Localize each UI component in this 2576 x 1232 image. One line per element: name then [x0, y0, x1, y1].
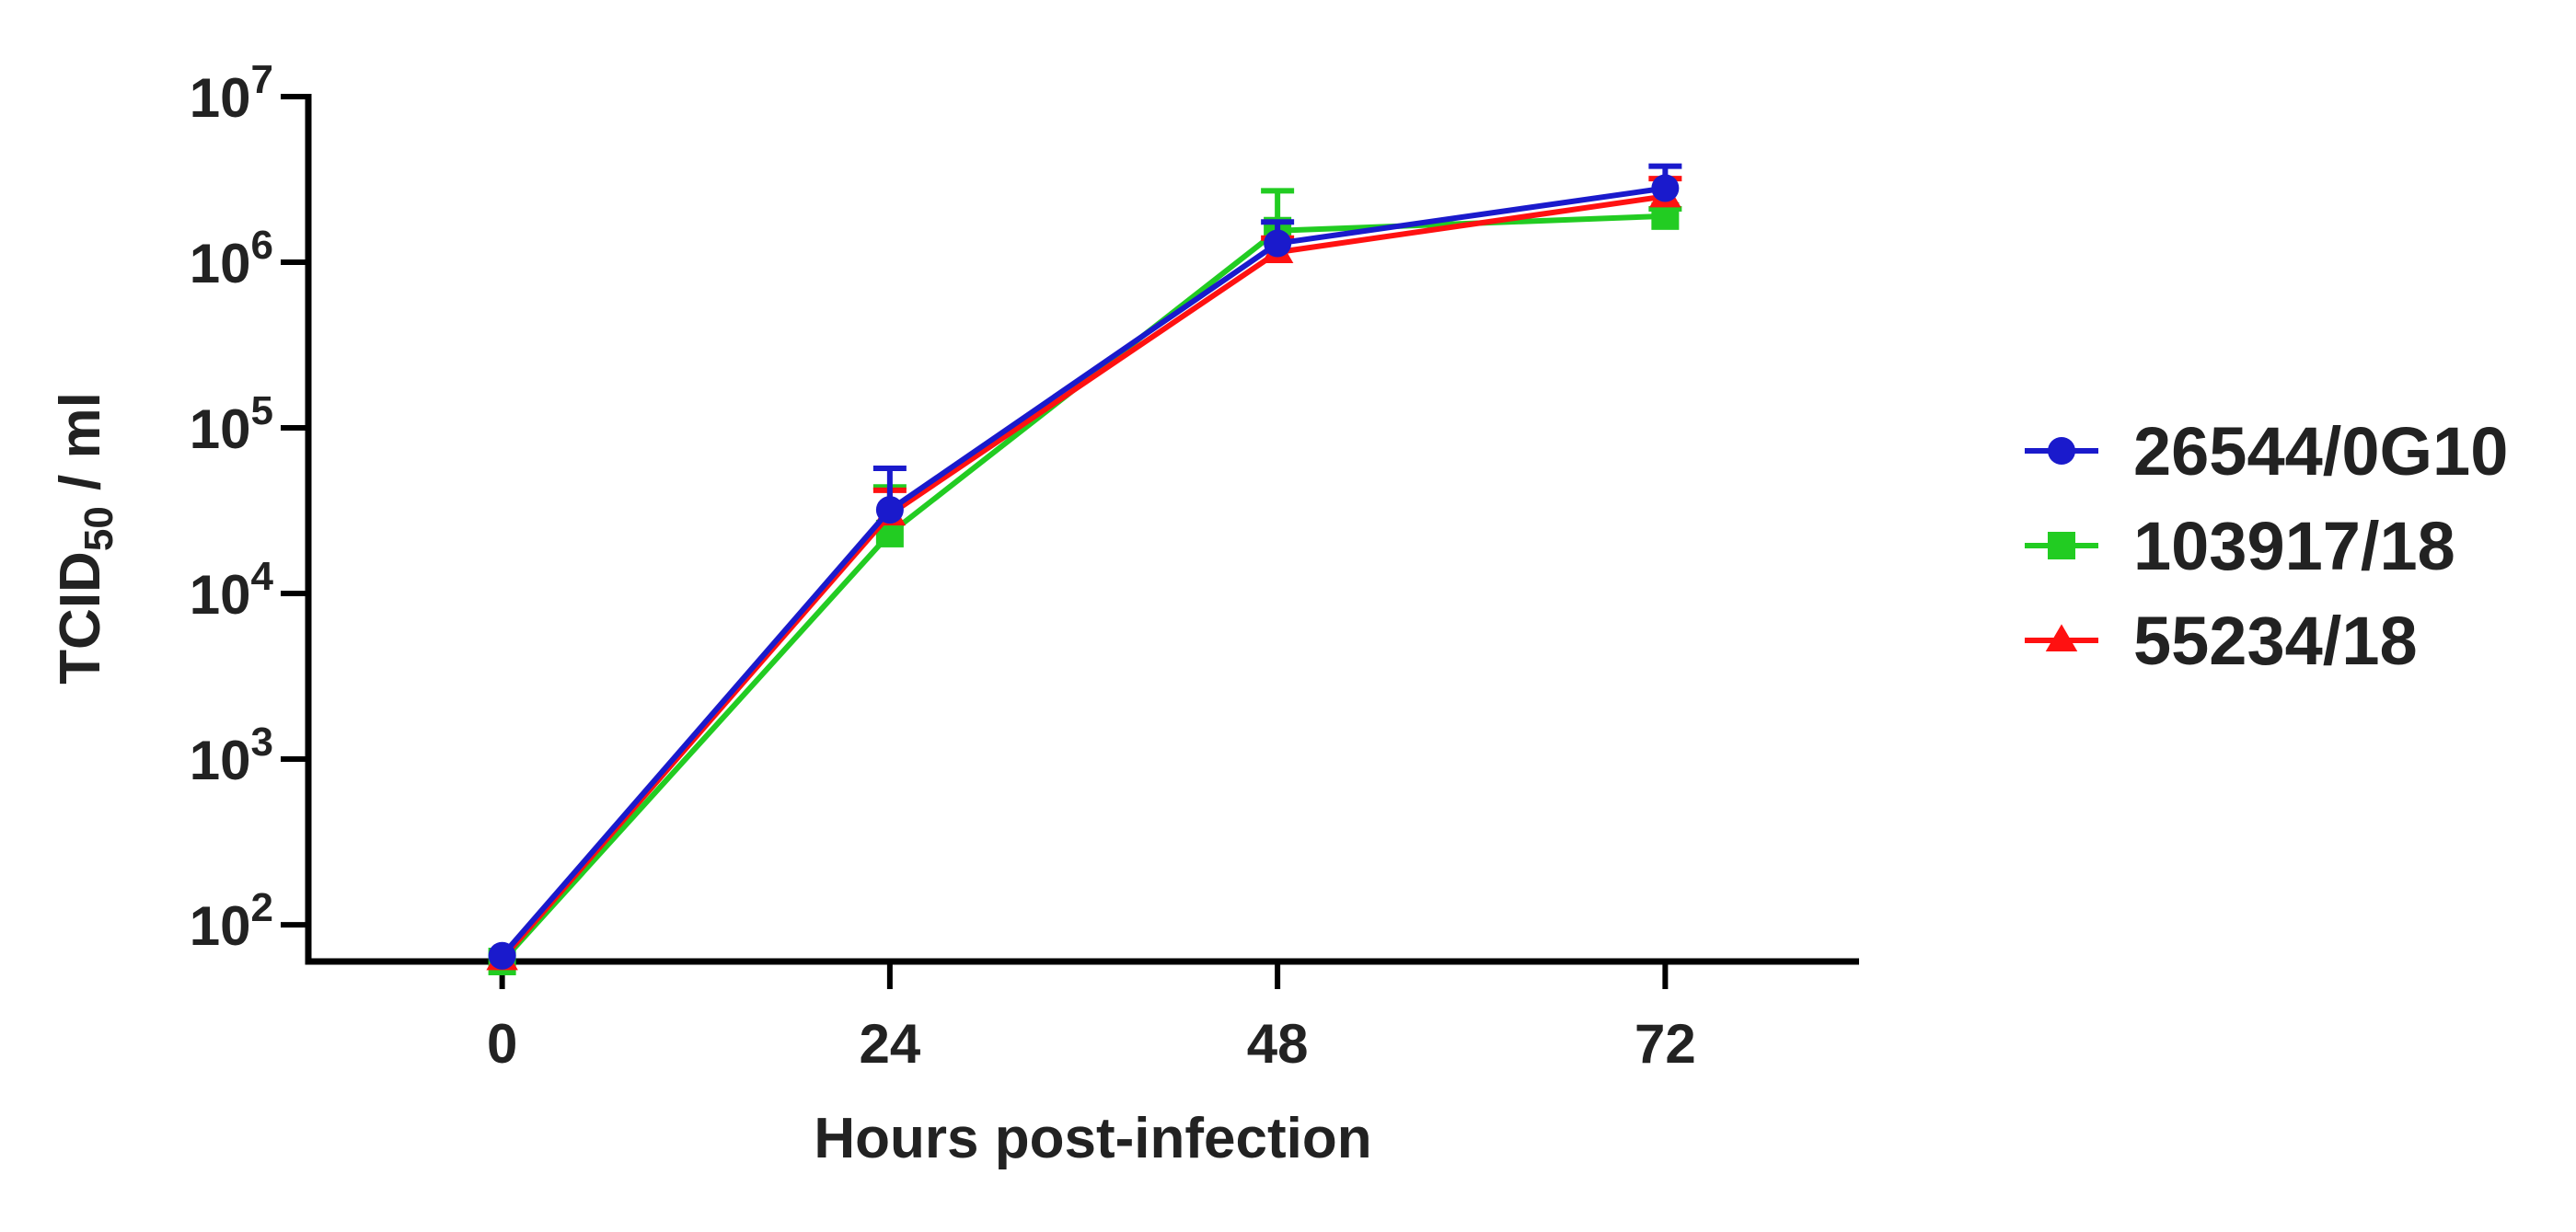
legend-marker [2048, 532, 2075, 559]
legend-label: 103917/18 [2133, 508, 2455, 584]
series-square [488, 188, 1682, 975]
data-point [1651, 174, 1680, 202]
x-axis-title: Hours post-infection [814, 1107, 1371, 1170]
y-tick-label-exponent: 3 [251, 720, 273, 765]
y-tick-label: 102 [190, 885, 273, 957]
y-axis-title-main: TCID [49, 551, 112, 685]
x-tick-label: 48 [1247, 1013, 1309, 1075]
series-line [500, 185, 1666, 958]
y-axis-title-suffix: / ml [49, 392, 112, 506]
y-tick-label-base: 10 [190, 398, 251, 460]
y-axis-title-subscript: 50 [76, 506, 121, 551]
y-tick-label-exponent: 2 [251, 885, 273, 930]
y-axis-title: TCID50 / ml [49, 392, 121, 685]
legend-item: 26544/0G10 [2025, 413, 2508, 489]
legend-label: 55234/18 [2133, 603, 2418, 679]
x-tick-label: 0 [487, 1013, 517, 1075]
data-point [1264, 229, 1292, 258]
y-tick-label: 103 [190, 720, 273, 791]
legend-marker [2045, 624, 2078, 651]
y-tick-label-base: 10 [190, 233, 251, 294]
x-tick-label: 24 [860, 1013, 921, 1075]
y-tick-label-base: 10 [190, 67, 251, 129]
x-tick-label: 72 [1635, 1013, 1696, 1075]
y-tick-label: 107 [190, 57, 273, 129]
y-tick-label: 104 [190, 554, 274, 626]
y-tick-label: 105 [190, 388, 273, 460]
data-point [875, 496, 904, 524]
legend-item: 103917/18 [2025, 508, 2455, 584]
y-tick-label-exponent: 4 [251, 554, 274, 599]
legend-item: 55234/18 [2025, 603, 2418, 679]
legend: 26544/0G10 103917/18 55234/18 [2025, 413, 2508, 679]
y-tick-label-base: 10 [190, 564, 251, 626]
data-point [488, 941, 516, 970]
legend-label: 26544/0G10 [2133, 413, 2508, 489]
series-line [500, 213, 1666, 964]
y-tick-label-exponent: 5 [251, 388, 273, 433]
y-tick-label-exponent: 6 [251, 223, 273, 268]
series-triangle [486, 176, 1682, 971]
series-circle [488, 163, 1682, 970]
series-line [500, 193, 1666, 961]
y-tick-label: 106 [190, 223, 273, 294]
y-tick-label-base: 10 [190, 895, 251, 957]
series-group [486, 163, 1682, 975]
y-tick-label-exponent: 7 [251, 57, 273, 102]
legend-marker [2048, 437, 2075, 465]
y-tick-label-base: 10 [190, 730, 251, 791]
